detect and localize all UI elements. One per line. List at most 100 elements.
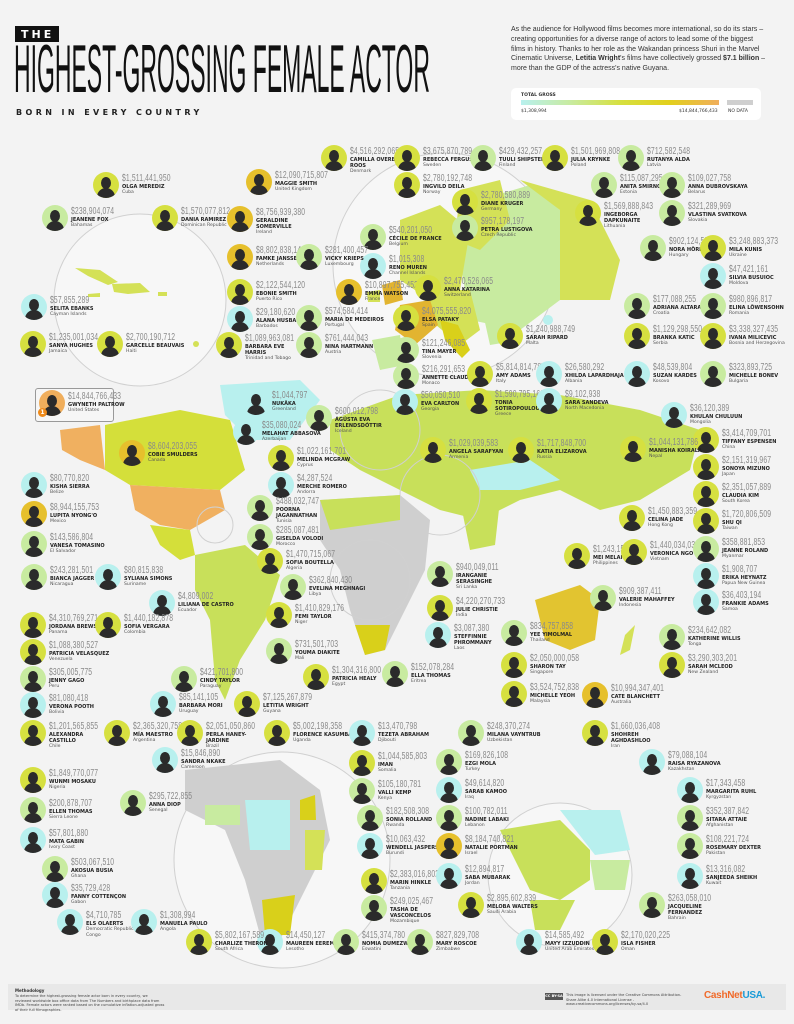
actor-label: $79,088,104 Raisa Ryazanova Kazakhstan bbox=[668, 750, 726, 773]
person-silhouette-icon bbox=[28, 617, 38, 629]
actor-name: Cobie Smulders bbox=[148, 452, 198, 458]
actor-label: $35,729,428 Fanny Cottençon Gabon bbox=[71, 883, 129, 906]
actor-name: Els Olaerts bbox=[86, 921, 124, 927]
actor-avatar bbox=[452, 215, 478, 241]
actor-label: $1,044,585,803 Iman Somalia bbox=[378, 751, 450, 774]
actor-label: $1,720,806,509 Shu Qi Taiwan bbox=[722, 509, 794, 532]
actor-name: Yee Yimolmal bbox=[530, 632, 573, 638]
total-gross: $5,814,814,787 bbox=[496, 362, 546, 373]
person-shoulders bbox=[300, 321, 318, 331]
actor-label: $1,240,988,749 Sarah Ripard Malta bbox=[526, 324, 598, 347]
actor-name: Ebonie Smith bbox=[256, 291, 297, 297]
actor-name: Melahat Abbasova bbox=[262, 431, 321, 437]
person-shoulders bbox=[231, 295, 249, 305]
actor-label: $2,383,016,802 Marin Hinkle Tanzania bbox=[390, 869, 462, 892]
actor-avatar bbox=[303, 664, 329, 690]
actor-label: $1,511,441,950 Olga Merediz Cuba bbox=[122, 173, 194, 196]
actor-name: Ivana Milicevic bbox=[729, 335, 777, 341]
person-shoulders bbox=[24, 813, 42, 823]
actor-label: $5,802,167,589 Charlize Theron South Afric… bbox=[215, 930, 287, 953]
actor-name: Rebecca Ferguson bbox=[423, 157, 482, 163]
actor-name: Katia Elizarova bbox=[537, 449, 587, 455]
actor-label: $36,403,194 Frankie Adams Samoa bbox=[722, 590, 780, 613]
birth-country: Kazakhstan bbox=[668, 767, 695, 772]
actor-name: Shu Qi bbox=[722, 520, 742, 526]
central-asia bbox=[470, 460, 560, 490]
actor-avatar bbox=[296, 332, 322, 358]
total-gross: $17,343,458 bbox=[706, 778, 746, 789]
total-gross: $600,012,798 bbox=[335, 406, 379, 417]
total-gross: $980,896,817 bbox=[729, 294, 773, 305]
actor-name: Tasha de Vasconcelos bbox=[390, 907, 432, 919]
person-silhouette-icon bbox=[685, 868, 695, 880]
person-shoulders bbox=[471, 377, 489, 387]
actor-avatar bbox=[508, 437, 534, 463]
total-gross: $1,849,770,077 bbox=[49, 768, 99, 779]
person-silhouette-icon bbox=[304, 337, 314, 349]
person-shoulders bbox=[419, 291, 437, 301]
actor-label: $1,569,888,843 Ingeborga Dapkunaite Lithua… bbox=[604, 201, 676, 230]
birth-country: Iran bbox=[611, 744, 620, 749]
intro-part-2: 's films have collectively grossed bbox=[620, 55, 724, 63]
actor-label: $2,051,050,860 Perla Haney-Jardine Brazil bbox=[206, 721, 278, 750]
total-gross: $429,432,257 bbox=[499, 146, 543, 157]
actor-name: Youma Diakite bbox=[295, 650, 340, 656]
total-gross: $238,904,074 bbox=[71, 206, 115, 217]
actor-label: $4,710,785 Els Olaerts Democratic Republic… bbox=[86, 910, 156, 938]
actor-avatar bbox=[120, 790, 146, 816]
actor-label: $940,049,011 Iranganie Serasinghe Sri Lank… bbox=[456, 562, 519, 591]
person-silhouette-icon bbox=[235, 211, 245, 223]
total-gross: $712,582,548 bbox=[647, 146, 691, 157]
person-silhouette-icon bbox=[590, 725, 600, 737]
actor-avatar bbox=[582, 720, 608, 746]
actor-name: Nora Hörich bbox=[669, 247, 709, 253]
person-silhouette-icon bbox=[572, 548, 582, 560]
birth-country: Nepal bbox=[649, 454, 663, 459]
person-silhouette-icon bbox=[460, 194, 470, 206]
actor-label: $4,220,270,733 Julie Christie India bbox=[456, 596, 528, 619]
actor-name: Rosemary Dexter bbox=[706, 845, 761, 851]
actor-label: $503,067,510 Akosua Busia Ghana bbox=[71, 857, 135, 880]
total-gross: $3,675,870,789 bbox=[423, 146, 473, 157]
birth-country: Slovenia bbox=[422, 355, 442, 360]
person-shoulders bbox=[704, 339, 722, 349]
person-silhouette-icon bbox=[105, 336, 115, 348]
person-silhouette-icon bbox=[701, 541, 711, 553]
actor-label: $80,815,838 Syliana Simons Suriname bbox=[124, 565, 182, 588]
actor-label: $2,122,544,120 Ebonie Smith Puerto Rico bbox=[256, 280, 328, 303]
actor-label: $4,287,524 Merche Romero Andorra bbox=[297, 473, 349, 496]
actor-name: Ellen Thomas bbox=[49, 809, 93, 815]
total-gross: $10,897,755,452 bbox=[365, 280, 419, 291]
actor-label: $1,410,829,176 Femi Taylor Niger bbox=[295, 603, 367, 626]
actor-avatar bbox=[497, 323, 523, 349]
person-shoulders bbox=[505, 697, 523, 707]
legend-no-data: NO DATA bbox=[728, 109, 748, 114]
birth-country: Hong Kong bbox=[648, 523, 673, 528]
actor-avatar bbox=[693, 454, 719, 480]
total-gross: $761,444,043 bbox=[325, 333, 369, 344]
person-silhouette-icon bbox=[255, 500, 265, 512]
birth-country: Djibouti bbox=[378, 738, 396, 743]
total-gross: $1,129,298,550 bbox=[653, 324, 703, 335]
actor-avatar bbox=[247, 524, 273, 550]
total-gross: $2,780,192,748 bbox=[423, 173, 473, 184]
actor-label: $1,088,380,527 Patricia Velasquez Venezuel… bbox=[49, 640, 121, 663]
cc-license-icon[interactable]: CC BY-SA bbox=[545, 993, 563, 1000]
cashnetusa-logo[interactable]: CashNetUSA. bbox=[704, 990, 765, 1001]
actor-label: $3,414,709,701 Tiffany Espensen China bbox=[722, 428, 794, 451]
person-silhouette-icon bbox=[369, 873, 379, 885]
person-shoulders bbox=[231, 260, 249, 270]
person-silhouette-icon bbox=[365, 810, 375, 822]
total-gross: $105,180,781 bbox=[378, 779, 422, 790]
person-shoulders bbox=[364, 269, 382, 279]
actor-name: Mayy Izzuddin bbox=[545, 941, 590, 947]
actor-name: Reno Muren bbox=[389, 265, 427, 271]
actor-avatar bbox=[700, 235, 726, 261]
birth-country: Canada bbox=[148, 458, 166, 463]
person-silhouette-icon bbox=[50, 210, 60, 222]
actor-label: $15,846,890 Sandra Nkake Cameroon bbox=[181, 748, 239, 771]
actor-avatar bbox=[700, 361, 726, 387]
actor-label: $26,580,292 Xhilda Lapardhaja Albania bbox=[565, 362, 624, 385]
actor-name: Patricia Healy bbox=[332, 676, 377, 682]
actor-label: $9,102,938 Sara Sandeva North Macedonia bbox=[565, 389, 617, 412]
